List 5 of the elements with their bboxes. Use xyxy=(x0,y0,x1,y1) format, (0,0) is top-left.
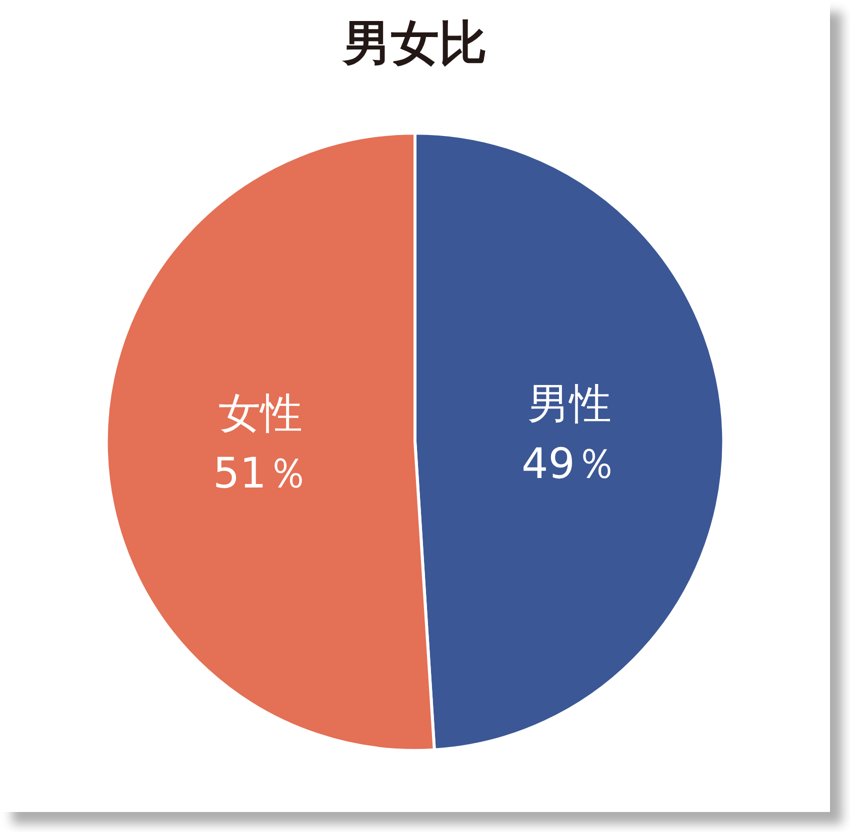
data-label: 49％ xyxy=(522,438,617,488)
data-label: 51％ xyxy=(213,448,308,498)
chart-title: 男女比 xyxy=(341,15,487,72)
slice-label: 女性 xyxy=(218,388,303,438)
slice-label: 男性 xyxy=(527,378,612,428)
